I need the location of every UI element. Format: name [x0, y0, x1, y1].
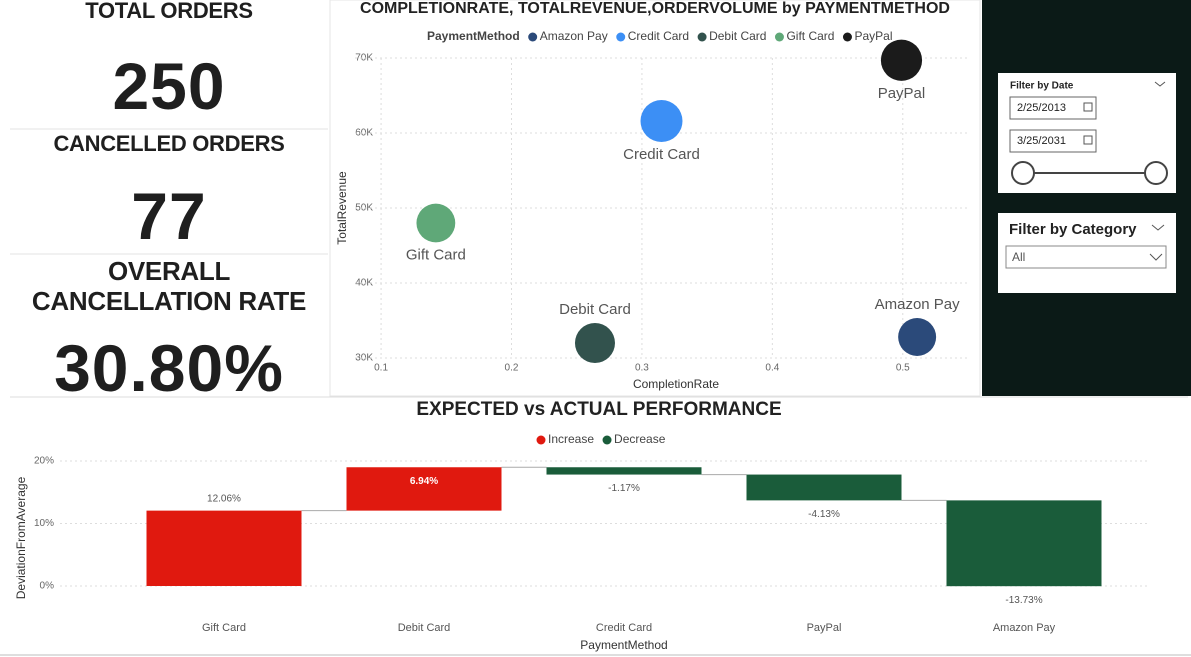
- legend-label: Credit Card: [628, 29, 689, 43]
- data-label: 6.94%: [410, 476, 438, 487]
- legend-swatch: [774, 32, 784, 42]
- calendar-icon: [1083, 135, 1093, 145]
- legend-swatch: [697, 32, 707, 42]
- legend-swatch: [602, 435, 612, 445]
- x-tick-label: 0.3: [635, 363, 649, 374]
- data-label: Credit Card: [623, 146, 700, 163]
- legend-title: PaymentMethod: [427, 29, 520, 43]
- category-filter-title: Filter by Category: [1009, 221, 1137, 238]
- date-input[interactable]: [1009, 129, 1097, 153]
- x-tick-label: Credit Card: [596, 622, 652, 634]
- legend-label: PayPal: [854, 29, 892, 43]
- bar: [346, 467, 502, 511]
- y-axis-label: DeviationFromAverage: [14, 476, 28, 599]
- x-axis-label: CompletionRate: [633, 377, 719, 391]
- data-label: -13.73%: [1005, 595, 1042, 606]
- legend-label: Increase: [548, 432, 594, 446]
- x-tick-label: Gift Card: [202, 622, 246, 634]
- y-tick-label: 70K: [355, 53, 373, 64]
- bubble: [416, 203, 456, 243]
- x-tick-label: Debit Card: [398, 622, 451, 634]
- y-tick-label: 50K: [355, 203, 373, 214]
- slider-handle[interactable]: [1144, 161, 1168, 185]
- card-value: 250: [112, 49, 226, 123]
- filter-panel: [982, 0, 1191, 396]
- data-label: Debit Card: [559, 301, 631, 318]
- date-end: 3/25/2031: [1017, 135, 1066, 147]
- date-start: 2/25/2013: [1017, 102, 1066, 114]
- bar: [946, 500, 1102, 587]
- bubble: [640, 100, 683, 142]
- bubble: [880, 39, 923, 81]
- bar: [146, 510, 302, 586]
- bar: [746, 474, 902, 501]
- dropdown[interactable]: [1005, 245, 1167, 269]
- chevron: [1149, 253, 1163, 261]
- legend-swatch: [616, 32, 626, 42]
- date-input[interactable]: [1009, 96, 1097, 120]
- slider-handle[interactable]: [1011, 161, 1035, 185]
- x-tick-label: 0.5: [896, 363, 910, 374]
- data-label: 12.06%: [207, 493, 241, 504]
- card-title: OVERALL CANCELLATION RATE: [31, 256, 307, 316]
- y-tick-label: 60K: [355, 128, 373, 139]
- card-value: 30.80%: [54, 331, 284, 405]
- card-title: CANCELLED ORDERS: [53, 131, 285, 156]
- legend-swatch: [528, 32, 538, 42]
- bar: [546, 467, 702, 475]
- legend-swatch: [536, 435, 546, 445]
- bubble: [574, 322, 615, 364]
- x-tick-label: 0.2: [505, 363, 519, 374]
- legend-label: Amazon Pay: [540, 29, 608, 43]
- chart-title: EXPECTED vs ACTUAL PERFORMANCE: [416, 399, 781, 420]
- x-axis-label: PaymentMethod: [580, 638, 667, 652]
- legend-swatch: [842, 32, 852, 42]
- dropdown-value: All: [1012, 250, 1025, 264]
- y-tick-label: 40K: [355, 278, 373, 289]
- card-value: 77: [131, 179, 207, 253]
- x-tick-label: Amazon Pay: [993, 622, 1056, 634]
- data-label: -1.17%: [608, 483, 640, 494]
- chart-title: COMPLETIONRATE, TOTALREVENUE,ORDERVOLUME…: [360, 0, 950, 17]
- chevron: [1151, 224, 1165, 231]
- y-tick-label: 20%: [34, 456, 54, 467]
- chevron: [1154, 81, 1166, 87]
- legend-label: Debit Card: [709, 29, 766, 43]
- card-title: TOTAL ORDERS: [85, 0, 253, 23]
- x-tick-label: 0.4: [765, 363, 779, 374]
- data-label: Amazon Pay: [875, 296, 961, 313]
- x-tick-label: PayPal: [807, 622, 842, 634]
- y-tick-label: 0%: [40, 581, 55, 592]
- x-tick-label: 0.1: [374, 363, 388, 374]
- y-tick-label: 10%: [34, 518, 54, 529]
- y-tick-label: 30K: [355, 353, 373, 364]
- y-axis-label: TotalRevenue: [335, 171, 349, 245]
- legend-label: Decrease: [614, 432, 666, 446]
- data-label: Gift Card: [406, 246, 466, 263]
- data-label: PayPal: [878, 85, 926, 102]
- scatter-panel: [329, 0, 981, 397]
- date-filter-title: Filter by Date: [1010, 81, 1074, 92]
- legend-label: Gift Card: [786, 29, 834, 43]
- data-label: -4.13%: [808, 509, 840, 520]
- calendar-icon: [1083, 102, 1093, 112]
- bubble: [898, 318, 937, 356]
